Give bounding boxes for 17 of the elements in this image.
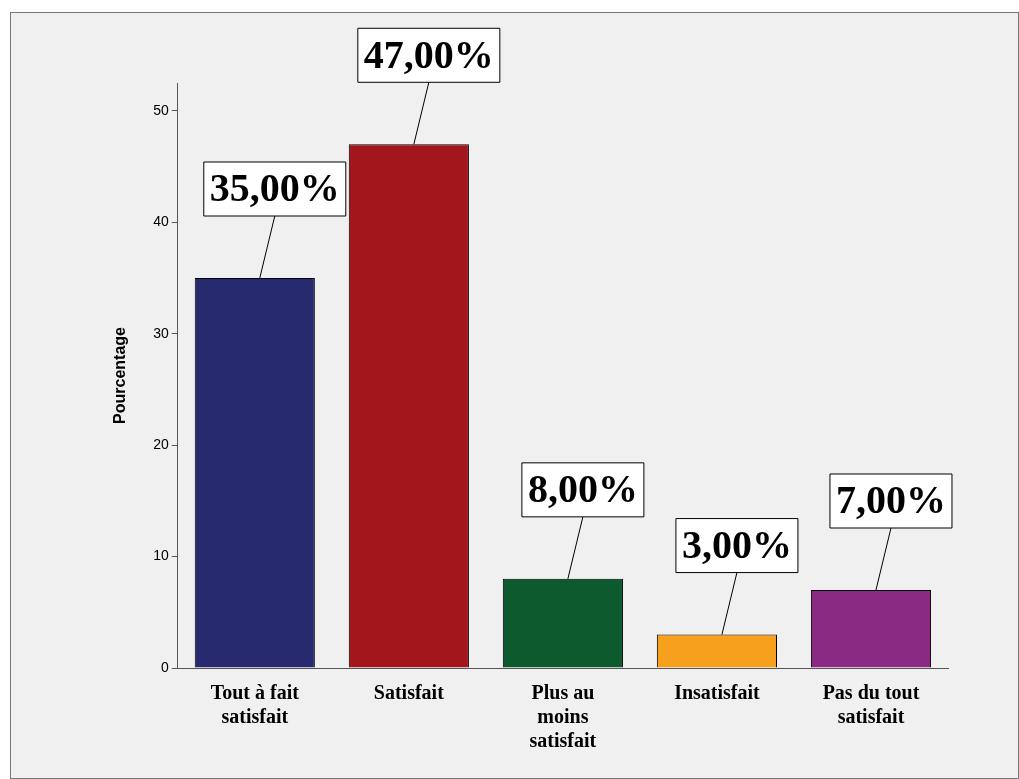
y-tick-label: 20 xyxy=(153,436,169,452)
y-tick-label: 30 xyxy=(153,324,169,341)
x-tick-label: Insatisfait xyxy=(674,681,761,704)
x-tick-label: Satisfait xyxy=(373,681,445,704)
x-tick-label: Plus au moins satisfait xyxy=(529,681,597,752)
y-tick-label: 40 xyxy=(153,213,169,230)
y-tick-label: 50 xyxy=(153,101,169,118)
x-tick-label: Tout à fait satisfait xyxy=(210,681,300,728)
y-tick-label: 0 xyxy=(160,658,169,675)
data-label: 35,00% xyxy=(209,165,340,211)
y-tick-label: 10 xyxy=(153,547,169,564)
x-tick-label: Pas du tout satisfait xyxy=(822,681,920,728)
data-label: 47,00% xyxy=(363,31,494,77)
y-axis-title: Pourcentage xyxy=(111,326,129,424)
data-label: 8,00% xyxy=(527,466,638,512)
data-label: 3,00% xyxy=(681,521,792,567)
data-label: 7,00% xyxy=(835,477,946,523)
